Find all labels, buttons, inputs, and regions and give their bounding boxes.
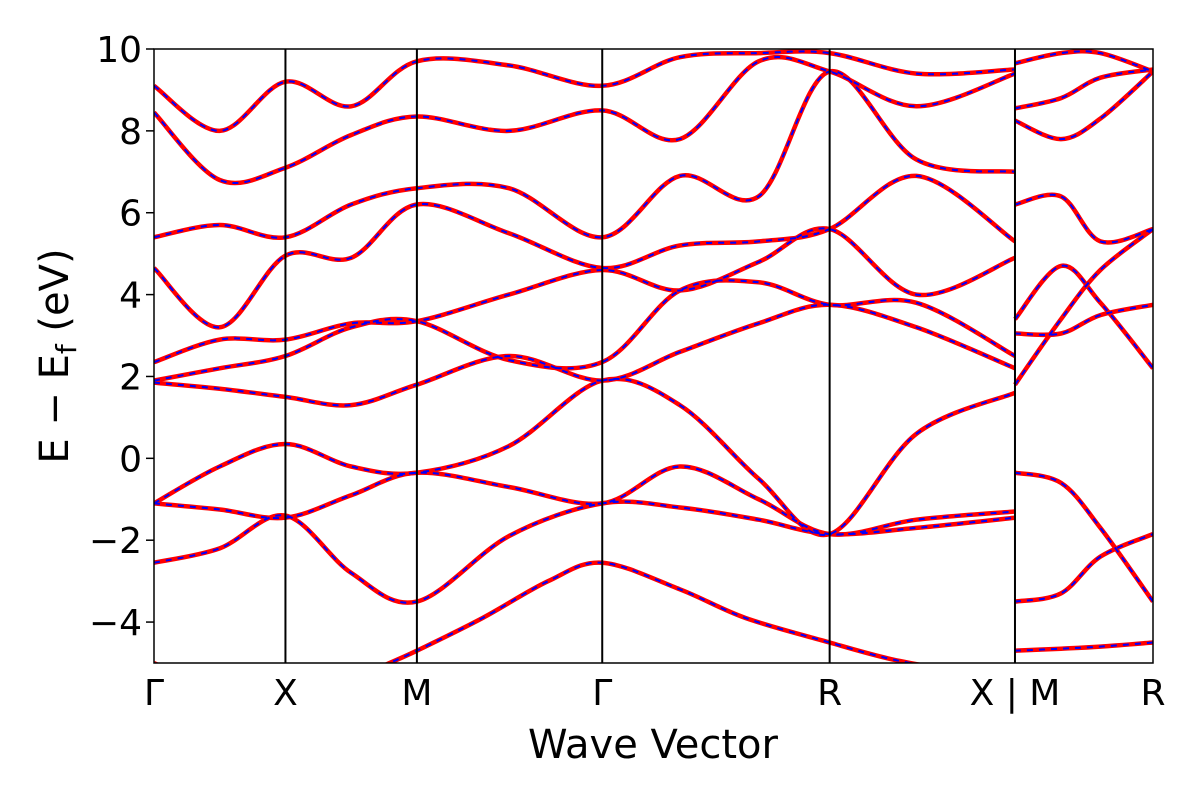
- band-line-solid-4: [154, 278, 1017, 383]
- x-tick-label: R: [1140, 673, 1165, 714]
- x-tick-label: X | M: [970, 673, 1061, 714]
- band-line-solid-6: [154, 173, 1017, 330]
- band-line-dashed-18: [1014, 70, 1153, 141]
- x-tick-label: M: [401, 673, 432, 714]
- band-line-solid-9: [154, 49, 1016, 134]
- y-tick-label: 4: [119, 276, 142, 317]
- x-tick-label: Γ: [144, 673, 164, 714]
- band-line-solid-11: [1014, 640, 1153, 653]
- y-tick-label: −4: [89, 603, 142, 644]
- x-tick-label: R: [817, 673, 842, 714]
- x-tick-label: X: [273, 673, 298, 714]
- band-line-dashed-16: [1014, 264, 1153, 369]
- band-line-solid-17: [1014, 192, 1153, 245]
- band-line-solid-15: [1014, 302, 1153, 338]
- band-line-dashed-2: [154, 377, 1016, 536]
- y-axis-title-unit: (eV): [32, 248, 78, 344]
- y-tick-label: 8: [119, 112, 142, 153]
- band-line-dashed-13: [1014, 471, 1153, 603]
- band-line-dashed-17: [1014, 193, 1153, 244]
- band-line-dashed-8: [154, 56, 1016, 185]
- band-line-solid-1: [154, 464, 1016, 537]
- y-tick-label: 2: [119, 357, 142, 398]
- band-line-dashed-12: [1014, 533, 1153, 603]
- y-axis-ticks: −4 −2 0 2 4 6 8 10: [89, 30, 154, 644]
- band-line-solid-13: [1014, 470, 1153, 603]
- band-line-dashed-19: [1014, 68, 1153, 110]
- y-axis-title-main: E − E: [32, 354, 78, 464]
- high-symmetry-lines: [284, 49, 1016, 663]
- x-axis-ticks: Γ X M Γ R X | M R: [144, 673, 1166, 714]
- band-line-dashed-9: [154, 50, 1016, 132]
- x-axis-title: Wave Vector: [528, 722, 779, 768]
- y-tick-label: 0: [119, 439, 142, 480]
- bands-series-solid: [154, 49, 1153, 663]
- band-line-solid-5: [154, 226, 1016, 365]
- band-line-solid-2: [154, 376, 1016, 538]
- y-tick-label: 10: [96, 30, 142, 71]
- band-line-dashed-11: [1014, 641, 1153, 652]
- band-line-dashed-6: [154, 174, 1016, 329]
- band-line-dashed-7: [154, 70, 1016, 239]
- y-axis-title: E − Ef (eV): [32, 248, 83, 463]
- band-line-dashed-14: [1014, 228, 1153, 386]
- band-line-solid-20: [1014, 49, 1153, 74]
- x-tick-label: Γ: [592, 673, 612, 714]
- band-line-solid-12: [1014, 532, 1153, 604]
- band-line-dashed-0: [154, 500, 1016, 604]
- band-line-solid-8: [154, 54, 1016, 186]
- y-axis-title-sub: f: [50, 343, 83, 354]
- band-line-solid-7: [154, 69, 1016, 241]
- y-tick-label: −2: [89, 521, 142, 562]
- y-tick-label: 6: [119, 194, 142, 235]
- plot-frame: [153, 48, 1154, 664]
- band-line-dashed-10: [154, 561, 916, 663]
